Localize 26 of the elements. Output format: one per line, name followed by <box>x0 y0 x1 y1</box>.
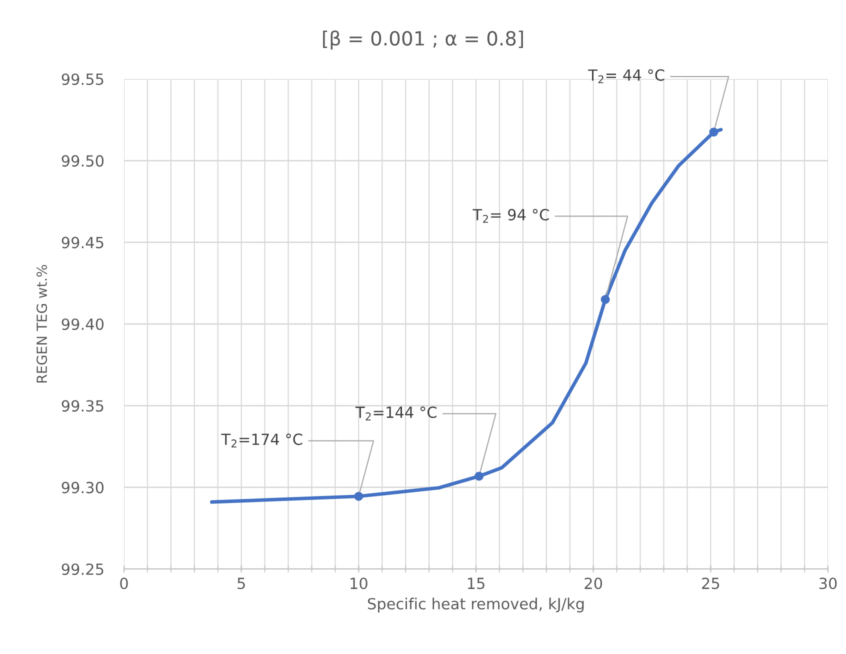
point <box>600 295 610 304</box>
x-tick-label: 20 <box>584 578 602 590</box>
x-tick-label: 15 <box>468 578 484 590</box>
annotation: T$_{2}$=174 °C <box>221 434 302 448</box>
y-tick-label: 99.25 <box>62 563 104 576</box>
x-tick-label: 30 <box>819 578 837 590</box>
y-axis-title: REGEN TEG wt.% <box>36 264 48 382</box>
x-axis-title: Specific heat removed, kJ/kg <box>368 598 584 612</box>
y-tick-label: 99.45 <box>62 236 104 248</box>
annotation: T$_{2}$=144 °C <box>355 406 436 420</box>
y-tick-label: 99.30 <box>62 482 104 494</box>
y-tick-label: 99.50 <box>62 155 104 167</box>
point <box>354 492 364 501</box>
y-tick-label: 99.55 <box>62 73 104 86</box>
annotation: T$_{2}$= 94 °C <box>472 208 549 223</box>
x-tick-label: 10 <box>350 578 368 590</box>
annotation: T$_{2}$= 44 °C <box>588 69 664 84</box>
line-series <box>210 128 723 504</box>
point <box>474 472 484 481</box>
x-tick-label: 5 <box>238 578 245 590</box>
point <box>709 128 718 137</box>
y-tick-label: 99.35 <box>62 400 104 412</box>
x-tick-label: 25 <box>702 578 720 590</box>
y-tick-label: 99.40 <box>62 318 104 330</box>
chart-title: [β = 0.001 ; α = 0.8] <box>323 30 523 50</box>
x-tick-label: 0 <box>120 578 128 590</box>
